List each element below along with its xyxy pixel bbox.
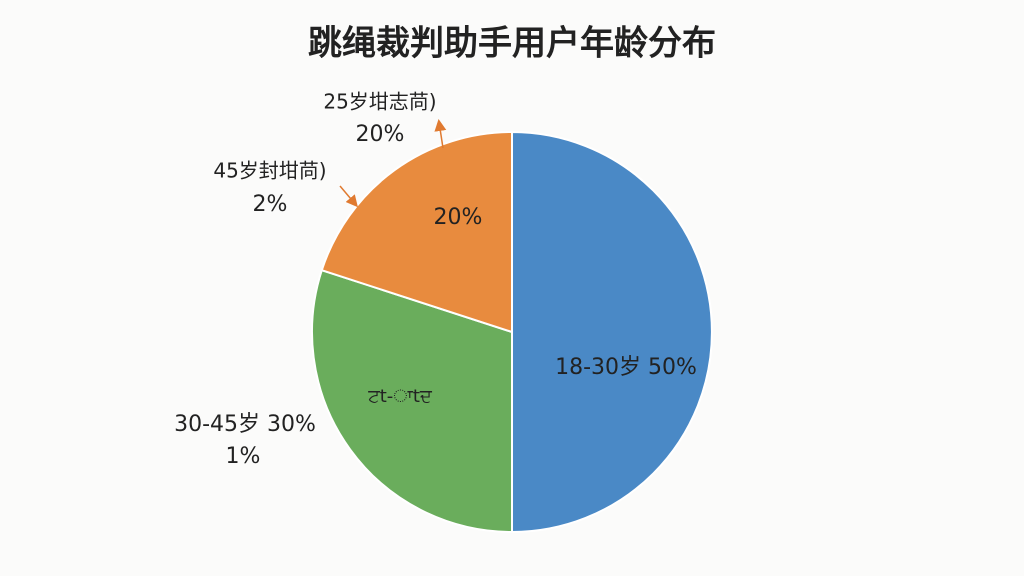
pie-slice [311,268,513,534]
slice-label: 20% [434,205,483,230]
pie-slice [320,130,513,334]
annotation: 30-45岁 30% [174,412,316,437]
annotation: 20% [356,122,405,147]
annotation: 25岁坩志苘) [323,90,436,114]
annotation: 2% [253,192,288,217]
arrow [434,119,447,149]
annotation: 1% [226,444,261,469]
pie: 18-30岁 50% ਟt-ਾtਦ 20% [311,130,713,534]
pie-slice [511,130,713,534]
slice-label: 18-30岁 50% [555,355,697,380]
chart-title: 跳绳裁判助手用户年龄分布 [308,24,716,64]
annotation: 45岁封坩苘) [213,159,326,183]
slice-label: ਟt-ਾtਦ [367,386,433,407]
arrow [339,185,358,208]
